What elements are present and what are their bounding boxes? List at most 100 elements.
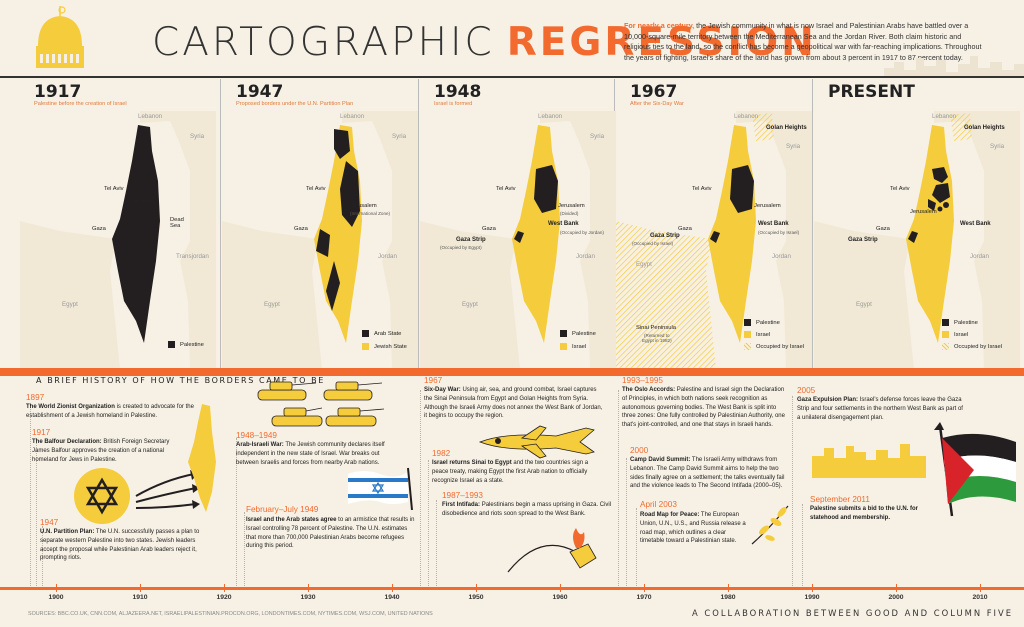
label-jordan: Jordan xyxy=(378,253,397,260)
tick-label-1990: 1990 xyxy=(804,594,820,601)
label-gaza: Gaza xyxy=(294,226,308,232)
label-egypt: Egypt xyxy=(636,261,652,268)
intro-paragraph: For nearly a century, the Jewish communi… xyxy=(624,21,984,63)
map-subtitle: After the Six-Day War xyxy=(630,101,684,107)
event-year: 1948–1949 xyxy=(236,431,277,440)
legend-occupied: Occupied by Israel xyxy=(744,343,804,350)
label-transjordan: Transjordan xyxy=(176,253,209,260)
label-egypt: Egypt xyxy=(62,301,78,308)
event-text: U.N. Partition Plan: The U.N. successful… xyxy=(40,529,200,562)
map-column-1948: 1948 Israel is formed Lebanon Syria Tel … xyxy=(420,79,616,369)
timeline-tick xyxy=(140,584,141,592)
map-year: 1967 xyxy=(630,82,678,102)
label-jordan: Jordan xyxy=(576,253,595,260)
label-lebanon: Lebanon xyxy=(340,113,365,120)
header-rule xyxy=(0,76,1024,78)
label-syria: Syria xyxy=(990,143,1005,150)
label-lebanon: Lebanon xyxy=(932,113,957,120)
map-year: 1917 xyxy=(34,82,82,102)
tick-label-1940: 1940 xyxy=(384,594,400,601)
label-occupied-israel: (Occupied by Israel) xyxy=(758,230,800,235)
leader-line xyxy=(30,404,31,586)
timeline-tick xyxy=(980,584,981,592)
olive-branch-icon xyxy=(751,505,789,545)
section-divider-bar xyxy=(0,368,1024,376)
legend-swatch xyxy=(744,331,751,338)
label-gaza: Gaza xyxy=(482,226,496,232)
event-text: The Oslo Accords: Palestine and Israel s… xyxy=(622,387,785,429)
timeline-tick xyxy=(224,584,225,592)
label-egypt: Egypt xyxy=(462,301,478,308)
event-text: Camp David Summit: The Israeli Army with… xyxy=(630,457,785,490)
label-jerusalem: Jerusalem xyxy=(754,203,781,209)
timeline-tick xyxy=(812,584,813,592)
map-panel: Lebanon Syria Tel Aviv Jerusalem (Intern… xyxy=(222,111,418,369)
israel-flag-icon xyxy=(348,467,413,510)
tick-label-1950: 1950 xyxy=(468,594,484,601)
legend-swatch xyxy=(168,341,175,348)
tick-label-1980: 1980 xyxy=(720,594,736,601)
star-of-david-icon xyxy=(74,468,200,524)
label-gaza: Gaza xyxy=(92,226,106,232)
legend-palestine: Palestine xyxy=(168,341,204,348)
label-occupied-israel-gaza: (Occupied by Israel) xyxy=(632,241,674,246)
map-1947 xyxy=(222,111,418,369)
intro-text: the Jewish community in what is now Isra… xyxy=(624,21,982,62)
label-syria: Syria xyxy=(392,133,407,140)
event-text: The World Zionist Organization is create… xyxy=(26,404,194,419)
map-present xyxy=(814,111,1020,369)
dome-of-the-rock-icon xyxy=(36,6,84,68)
event-text: Israel and the Arab states agree to an a… xyxy=(246,517,415,550)
skyline-icon xyxy=(812,444,926,478)
leader-line xyxy=(792,396,793,586)
legend-swatch xyxy=(942,331,949,338)
column-divider xyxy=(220,79,221,369)
map-column-present: PRESENT Lebanon Golan Heights Syria Tel … xyxy=(814,79,1020,369)
title-main: CARTOGRAPHIC xyxy=(152,20,495,65)
label-tel-aviv: Tel Aviv xyxy=(692,186,712,192)
leader-line xyxy=(36,438,37,586)
leader-line xyxy=(420,390,421,586)
label-jerusalem: Jerusalem xyxy=(558,203,585,209)
event-text: Arab-Israeli War: The Jewish community d… xyxy=(236,442,385,466)
tank-icon xyxy=(257,381,385,427)
event-year: 1947 xyxy=(40,518,59,527)
label-occupied-egypt: (Occupied by Egypt) xyxy=(440,245,482,250)
label-west-bank: West Bank xyxy=(758,221,789,227)
label-lebanon: Lebanon xyxy=(138,113,163,120)
legend-palestine: Palestine xyxy=(744,319,780,326)
map-1948 xyxy=(420,111,616,369)
event-text: The Balfour Declaration: British Foreign… xyxy=(32,439,170,463)
timeline-tick xyxy=(644,584,645,592)
event-year: 1897 xyxy=(26,393,45,402)
legend-swatch xyxy=(362,343,369,350)
collaboration-credit: A COLLABORATION BETWEEN GOOD AND COLUMN … xyxy=(692,608,1014,618)
timeline-tick xyxy=(728,584,729,592)
timeline-tick xyxy=(308,584,309,592)
timeline-tick xyxy=(896,584,897,592)
event-text: Israel returns Sinai to Egypt and the tw… xyxy=(432,460,589,484)
map-panel: Lebanon Golan Heights Syria Tel Aviv Jer… xyxy=(814,111,1020,369)
event-year: 1917 xyxy=(32,428,51,437)
tick-label-2010: 2010 xyxy=(972,594,988,601)
leader-line xyxy=(436,500,437,586)
skyline-icon xyxy=(884,56,1024,78)
label-dead-sea: Dead Sea xyxy=(170,217,184,229)
timeline-tick xyxy=(392,584,393,592)
history-title: A BRIEF HISTORY OF HOW THE BORDERS CAME … xyxy=(30,376,331,385)
leader-line xyxy=(636,508,637,586)
map-year: PRESENT xyxy=(828,82,915,102)
legend-swatch xyxy=(942,343,949,350)
event-text: Six-Day War: Using air, sea, and ground … xyxy=(424,387,603,420)
label-tel-aviv: Tel Aviv xyxy=(890,186,910,192)
label-lebanon: Lebanon xyxy=(734,113,759,120)
event-year: 1982 xyxy=(432,449,451,458)
label-gaza: Gaza xyxy=(678,226,692,232)
tick-label-1910: 1910 xyxy=(132,594,148,601)
tick-label-1960: 1960 xyxy=(552,594,568,601)
label-tel-aviv: Tel Aviv xyxy=(306,186,326,192)
timeline-tick xyxy=(56,584,57,592)
event-year: 2005 xyxy=(797,386,816,395)
label-egypt: Egypt xyxy=(264,301,280,308)
label-tel-aviv: Tel Aviv xyxy=(104,186,124,192)
